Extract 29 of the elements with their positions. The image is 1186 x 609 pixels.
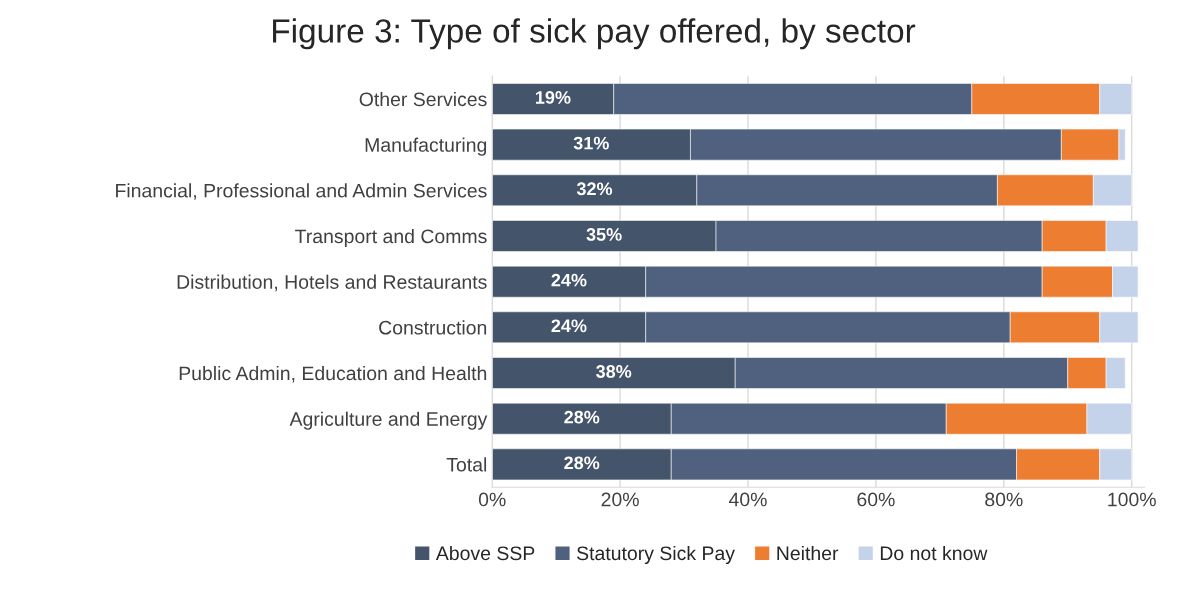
x-tick-label: 20% — [601, 492, 639, 507]
y-tick-label: Distribution, Hotels and Restaurants — [177, 274, 487, 292]
x-tick-label: 100% — [1108, 492, 1156, 507]
data-label: 35% — [586, 228, 622, 241]
y-tick-label: Financial, Professional and Admin Services — [116, 183, 487, 200]
data-label: 28% — [564, 410, 600, 424]
x-tick-label: 80% — [985, 492, 1023, 507]
legend-label: Above SSP — [435, 545, 535, 561]
legend-label: Statutory Sick Pay — [577, 545, 735, 565]
x-tick-label: 60% — [857, 492, 895, 507]
data-label: 38% — [596, 365, 632, 378]
y-tick-label: Total — [446, 457, 487, 472]
x-tick-label: 40% — [728, 492, 767, 507]
data-label: 32% — [576, 182, 613, 196]
chart-title: Figure 3: Type of sick pay offered, by sector — [273, 18, 916, 50]
data-label: 28% — [564, 456, 600, 470]
x-tick-label: 0% — [478, 492, 506, 507]
y-tick-label: Public Admin, Education and Health — [179, 365, 487, 383]
data-label: 24% — [551, 273, 587, 287]
y-tick-label: Transport and Comms — [295, 228, 487, 248]
y-tick-label: Manufacturing — [365, 137, 487, 156]
legend-label: Neither — [777, 545, 839, 561]
data-label: 31% — [573, 136, 609, 150]
legend-label: Do not know — [880, 545, 988, 561]
y-tick-label: Agriculture and Energy — [289, 411, 488, 430]
data-label: 24% — [551, 319, 587, 333]
y-tick-label: Construction — [379, 320, 487, 335]
data-label: 19% — [536, 91, 571, 104]
y-tick-label: Other Services — [359, 91, 487, 107]
